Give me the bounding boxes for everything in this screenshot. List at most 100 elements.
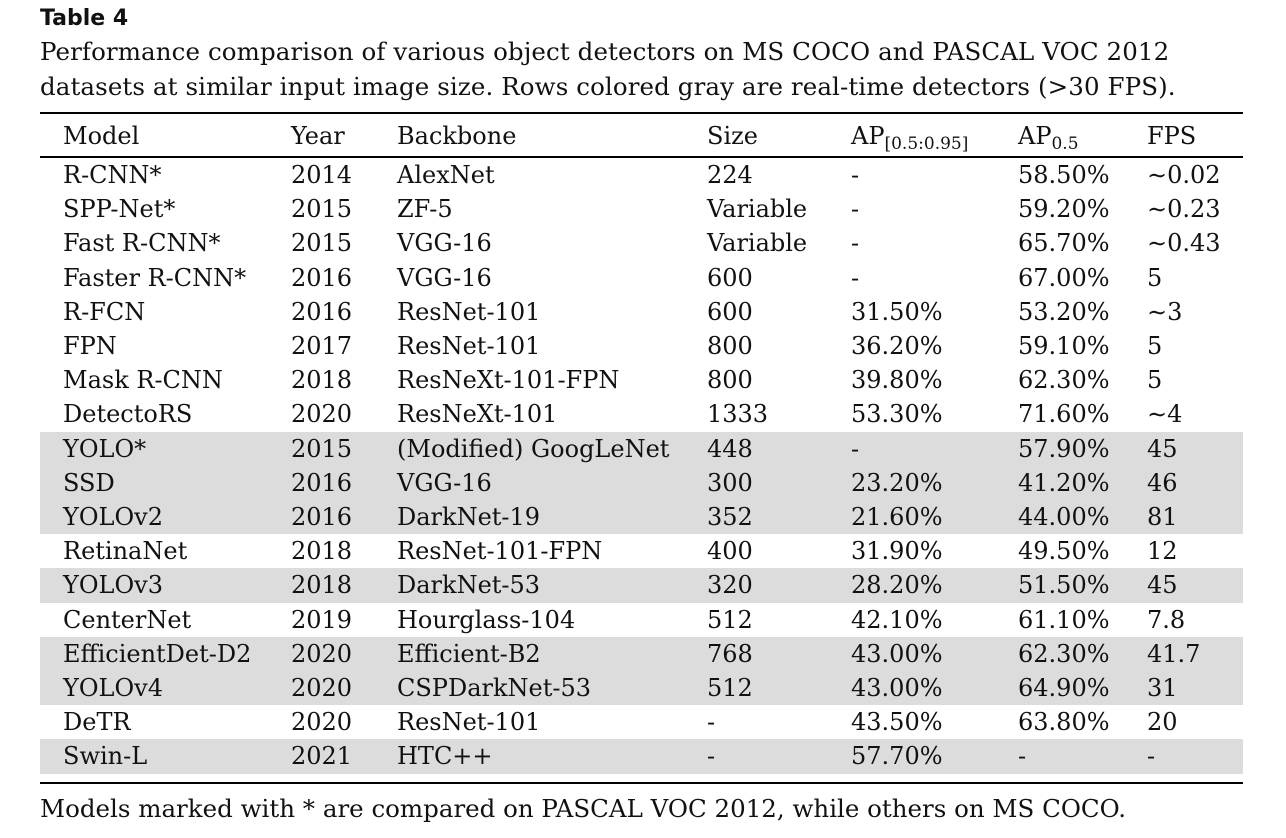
cell-ap: - [851,161,860,189]
cell-model: Faster R-CNN* [63,263,247,292]
cell-model: SPP-Net* [63,195,176,224]
table-row: RetinaNet 2018 ResNet-101-FPN 400 31.90% 49.5… [40,534,1243,568]
cell-backbone: Efficient-B2 [397,639,541,668]
table-row: YOLO* 2015 (Modified) GoogLeNet 448 - 57.90% 4… [40,431,1243,466]
table-label: Table 4 [40,6,129,31]
cell-fps: ∼4 [1147,400,1183,429]
cell-fps: 41.7 [1147,639,1201,668]
cell-backbone: DarkNet-19 [397,503,541,531]
cell-model: DeTR [63,708,131,737]
cell-model: EfficientDet-D2 [63,639,252,668]
cell-ap: - [851,229,860,258]
cell-year: 2016 [291,468,353,497]
cell-backbone: CSPDarkNet-53 [397,674,592,702]
table-row: SSD 2016 VGG-16 300 23.20% 41.20% 46 [40,465,1243,500]
cell-size: 1333 [707,400,769,429]
cell-backbone: ZF-5 [397,195,453,224]
cell-ap50: 53.20% [1018,297,1110,326]
cell-model: Fast R-CNN* [63,229,221,258]
cell-model: SSD [63,468,115,497]
cell-size: 512 [707,674,753,702]
cell-ap50: 62.30% [1018,639,1110,668]
cell-year: 2020 [291,708,353,737]
cell-size: 512 [707,605,753,634]
cell-year: 2016 [291,263,353,292]
cell-ap: 23.20% [851,468,943,497]
bottom-rule [40,782,1243,784]
cell-ap50: 63.80% [1018,708,1110,737]
cell-size: 800 [707,332,753,360]
cell-model: YOLOv2 [63,503,163,531]
cell-fps: 5 [1147,366,1163,395]
header-ap50-main: AP [1018,122,1052,150]
header-model: Model [63,122,140,150]
cell-backbone: VGG-16 [397,263,492,292]
cell-size: Variable [707,229,808,258]
cell-backbone: ResNet-101 [397,708,541,737]
cell-backbone: VGG-16 [397,468,492,497]
table-row: EfficientDet-D2 2020 Efficient-B2 768 43.00%… [40,636,1243,671]
table-row: Mask R-CNN 2018 ResNeXt-101-FPN 800 39.80% 62… [40,363,1243,397]
cell-size: 448 [707,434,753,463]
cell-ap: 31.50% [851,297,943,326]
cell-ap50: 71.60% [1018,400,1110,429]
cell-backbone: HTC++ [397,742,493,771]
cell-ap: 57.70% [851,742,943,771]
cell-fps: 31 [1147,674,1178,702]
cell-backbone: ResNeXt-101-FPN [397,366,620,395]
cell-ap50: 67.00% [1018,263,1110,292]
header-rule [40,156,1243,158]
table-row: Fast R-CNN* 2015 VGG-16 Variable - 65.70% ∼0.4… [40,226,1243,260]
header-ap-sub: [0.5:0.95] [884,134,969,154]
cell-year: 2021 [291,742,353,771]
cell-ap50: 59.20% [1018,195,1110,224]
cell-backbone: ResNet-101-FPN [397,537,603,566]
cell-fps: 5 [1147,263,1163,292]
cell-year: 2017 [291,332,353,360]
cell-fps: - [1147,742,1156,771]
cell-model: YOLOv4 [63,674,163,702]
table-row: R-CNN* 2014 AlexNet 224 - 58.50% ∼0.02 [40,158,1243,192]
table-row: YOLOv4 2020 CSPDarkNet-53 512 43.00% 64.90% 31 [40,671,1243,706]
cell-ap50: 41.20% [1018,468,1110,497]
cell-fps: 12 [1147,537,1178,566]
cell-size: 600 [707,297,753,326]
cell-backbone: ResNet-101 [397,297,541,326]
cell-ap50: 51.50% [1018,571,1110,600]
cell-model: DetectoRS [63,400,193,429]
cell-year: 2015 [291,229,353,258]
table-row: SPP-Net* 2015 ZF-5 Variable - 59.20% ∼0.23 [40,192,1243,226]
cell-ap50: 59.10% [1018,332,1110,360]
cell-size: 400 [707,537,753,566]
cell-model: YOLOv3 [63,571,163,600]
table-row: DeTR 2020 ResNet-101 - 43.50% 63.80% 20 [40,705,1243,739]
cell-backbone: (Modified) GoogLeNet [397,434,670,463]
cell-year: 2018 [291,366,353,395]
cell-size: - [707,742,716,771]
table-row: Swin-L 2021 HTC++ - 57.70% - - [40,739,1243,774]
cell-ap: 31.90% [851,537,943,566]
cell-ap: - [851,195,860,224]
table-header: Model Year Backbone Size AP[0.5:0.95] AP… [40,114,1243,156]
cell-size: 300 [707,468,753,497]
header-ap: AP[0.5:0.95] [851,121,969,154]
cell-fps: ∼0.02 [1147,161,1221,189]
cell-ap: - [851,434,860,463]
cell-backbone: DarkNet-53 [397,571,541,600]
cell-year: 2014 [291,161,353,189]
top-rule [40,112,1243,114]
cell-ap50: 58.50% [1018,161,1110,189]
table-footnote: Models marked with * are compared on PAS… [40,794,1127,823]
cell-model: R-CNN* [63,161,162,189]
cell-ap: 36.20% [851,332,943,360]
cell-year: 2018 [291,571,353,600]
cell-fps: 46 [1147,468,1178,497]
cell-ap50: 57.90% [1018,434,1110,463]
cell-size: 320 [707,571,753,600]
cell-year: 2018 [291,537,353,566]
cell-ap50: 62.30% [1018,366,1110,395]
cell-year: 2016 [291,503,353,531]
cell-model: R-FCN [63,297,146,326]
cell-ap: - [851,263,860,292]
cell-fps: 20 [1147,708,1178,737]
